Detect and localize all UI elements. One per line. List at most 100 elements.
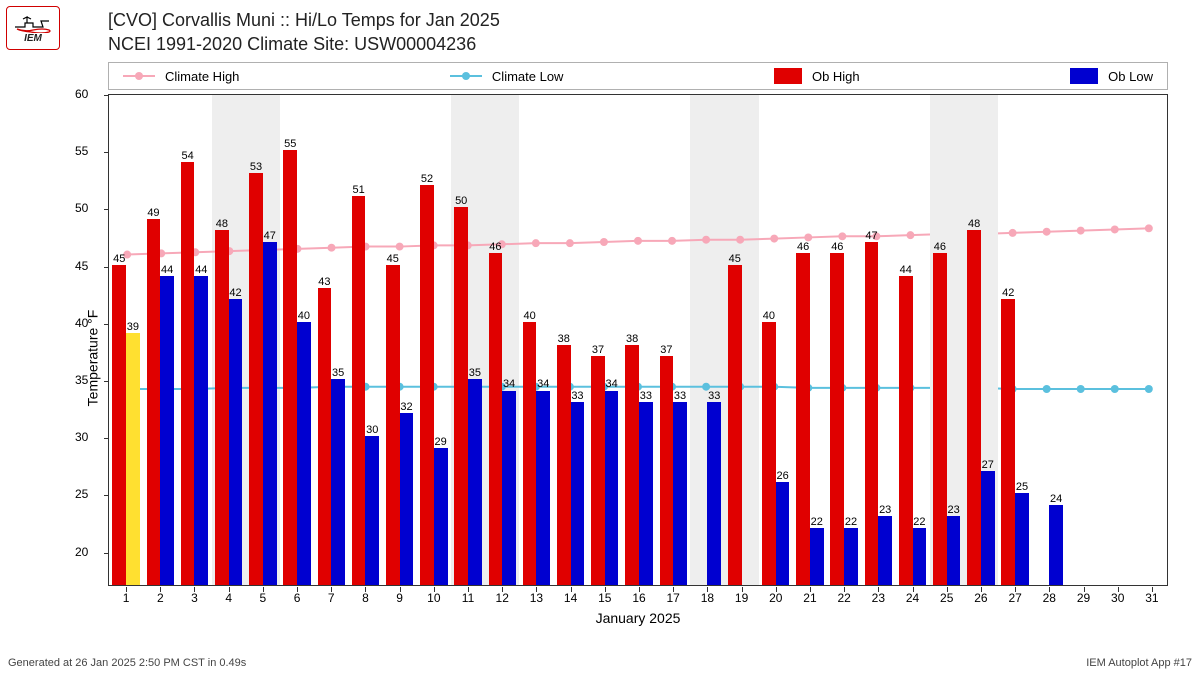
ob-high-label: 40 [523,310,535,322]
x-tick: 31 [1145,591,1158,605]
ob-low-bar [673,402,687,585]
ob-high-label: 46 [797,241,809,253]
x-tick: 11 [462,591,474,605]
plot: 2025303540455055601234567891011121314151… [108,94,1168,622]
logo-text: IEM [24,33,42,44]
x-tick: 20 [769,591,782,605]
ob-low-label: 29 [435,436,447,448]
ob-high-label: 44 [900,264,912,276]
x-tick: 16 [632,591,645,605]
legend-ob-high: Ob High [774,68,860,84]
x-axis-label: January 2025 [596,610,681,626]
ob-low-bar [365,436,379,585]
y-tick: 30 [75,430,88,444]
x-tick: 30 [1111,591,1124,605]
x-tick: 27 [1008,591,1021,605]
x-tick: 12 [496,591,509,605]
chart-area: Climate High Climate Low Ob High Ob Low … [108,62,1168,622]
legend-climate-high: Climate High [123,69,239,84]
ob-high-label: 43 [318,276,330,288]
ob-high-label: 55 [284,138,296,150]
title-line-2: NCEI 1991-2020 Climate Site: USW00004236 [108,32,500,56]
x-tick: 2 [157,591,164,605]
ob-low-label: 35 [332,367,344,379]
legend-ob-low: Ob Low [1070,68,1153,84]
ob-low-label: 33 [674,390,686,402]
ob-low-bar [707,402,721,585]
ob-high-label: 40 [763,310,775,322]
ob-high-label: 46 [831,241,843,253]
ob-high-bar [352,196,366,585]
ob-high-label: 46 [934,241,946,253]
x-tick: 3 [191,591,198,605]
ob-high-label: 38 [626,333,638,345]
ob-high-bar [728,265,742,585]
x-tick: 9 [396,591,403,605]
chart-title: [CVO] Corvallis Muni :: Hi/Lo Temps for … [108,8,500,57]
ob-low-label: 47 [264,230,276,242]
ob-high-bar [625,345,639,585]
legend: Climate High Climate Low Ob High Ob Low [108,62,1168,90]
ob-high-bar [865,242,879,585]
ob-high-label: 48 [216,218,228,230]
legend-label: Ob Low [1108,69,1153,84]
ob-low-bar [878,516,892,585]
ob-high-label: 53 [250,161,262,173]
ob-high-label: 46 [489,241,501,253]
x-tick: 26 [974,591,987,605]
ob-low-bar [263,242,277,585]
x-tick: 14 [564,591,577,605]
ob-low-label: 44 [161,264,173,276]
ob-low-bar [571,402,585,585]
ob-low-label: 23 [947,504,959,516]
ob-high-bar [796,253,810,585]
ob-high-bar [454,207,468,585]
ob-low-label: 34 [537,378,549,390]
ob-high-bar [249,173,263,585]
legend-label: Climate High [165,69,239,84]
ob-low-bar [194,276,208,585]
x-tick: 24 [906,591,919,605]
ob-low-label: 25 [1016,481,1028,493]
ob-high-bar [147,219,161,585]
ob-low-bar [947,516,961,585]
x-tick: 23 [872,591,885,605]
ob-high-label: 48 [968,218,980,230]
ob-low-bar [468,379,482,585]
y-axis-label: Temperature °F [84,310,100,407]
ob-high-bar [523,322,537,585]
y-tick: 50 [75,201,88,215]
ob-low-bar [639,402,653,585]
ob-high-label: 37 [592,344,604,356]
ob-high-bar [489,253,503,585]
ob-high-label: 45 [113,253,125,265]
legend-label: Climate Low [492,69,564,84]
ob-low-label: 22 [845,516,857,528]
ob-high-bar [181,162,195,585]
ob-high-label: 51 [352,184,364,196]
footer-generated: Generated at 26 Jan 2025 2:50 PM CST in … [8,657,246,669]
ob-high-bar [967,230,981,585]
ob-high-label: 52 [421,173,433,185]
y-tick: 55 [75,144,88,158]
ob-low-label: 26 [776,470,788,482]
x-tick: 28 [1043,591,1056,605]
ob-high-bar [283,150,297,585]
x-tick: 15 [598,591,611,605]
x-tick: 6 [294,591,301,605]
x-tick: 13 [530,591,543,605]
ob-low-label: 23 [879,504,891,516]
ob-high-bar [112,265,126,585]
ob-low-label: 22 [811,516,823,528]
ob-low-bar [605,391,619,586]
footer-appid: IEM Autoplot App #17 [1086,657,1192,669]
ob-low-label: 33 [708,390,720,402]
ob-low-label: 33 [640,390,652,402]
x-tick: 29 [1077,591,1090,605]
ob-low-bar [229,299,243,585]
ob-low-label: 34 [503,378,515,390]
ob-high-label: 45 [387,253,399,265]
x-tick: 22 [837,591,850,605]
x-tick: 5 [260,591,267,605]
ob-high-bar [899,276,913,585]
